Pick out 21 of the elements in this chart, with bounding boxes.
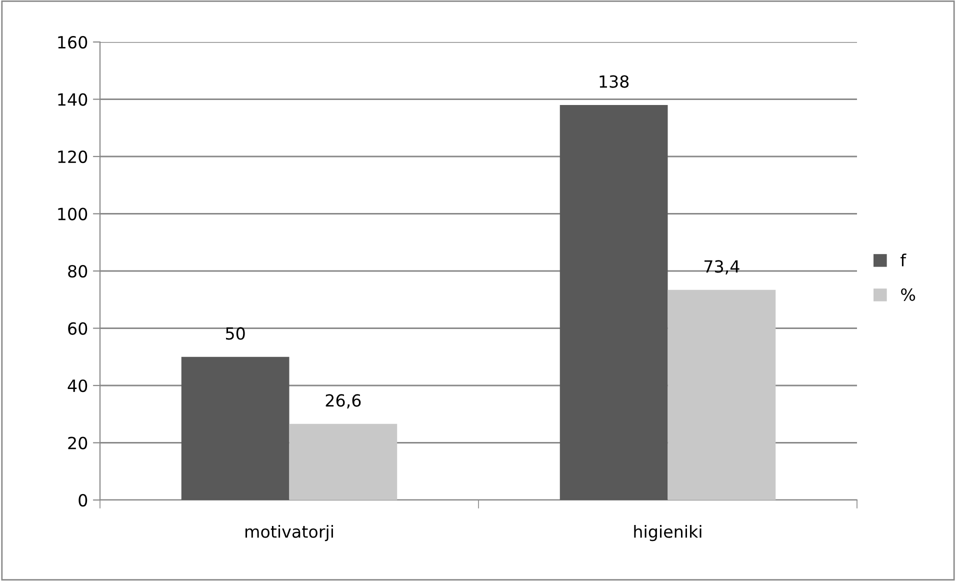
bar [289,424,398,500]
legend-label: % [901,288,916,301]
data-label: 73,4 [704,260,740,274]
x-tick-label: higieniki [634,525,702,542]
legend-label: f [900,254,906,266]
y-tick-label: 160 [58,36,88,49]
data-label: 50 [226,327,245,340]
data-label: 26,6 [326,394,361,408]
bar [181,356,290,500]
bar [668,290,776,500]
bar [560,104,668,500]
y-tick-label: 120 [58,150,88,164]
y-tick-label: 20 [68,436,88,450]
y-tick-label: 0 [78,494,88,507]
y-tick-label: 80 [68,264,88,278]
y-tick-label: 40 [68,379,88,392]
data-label: 138 [600,75,629,88]
y-tick-label: 140 [58,93,88,106]
y-tick-label: 100 [58,208,88,220]
x-tick-label: motivatorji [246,525,333,542]
y-tick-label: 60 [68,322,88,335]
